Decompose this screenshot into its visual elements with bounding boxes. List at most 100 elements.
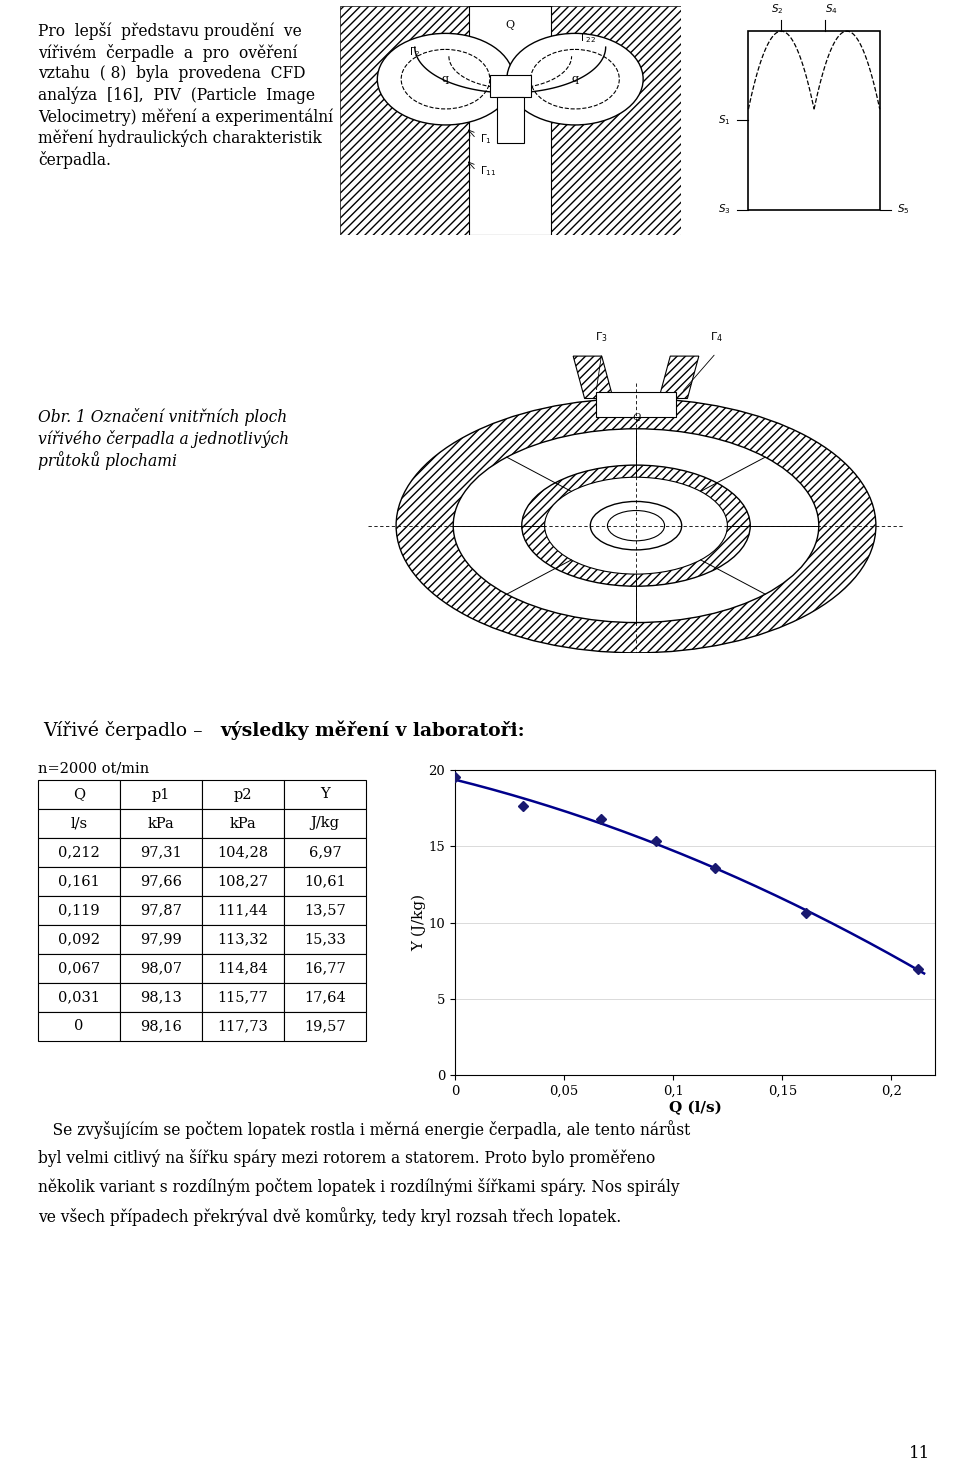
Text: byl velmi citlivý na šířku spáry mezi rotorem a statorem. Proto bylo proměřeno: byl velmi citlivý na šířku spáry mezi ro… — [38, 1149, 656, 1167]
Bar — [284, 809, 366, 837]
Text: vířivém  čerpadle  a  pro  ověření: vířivém čerpadle a pro ověření — [38, 43, 298, 62]
Text: 6,97: 6,97 — [309, 845, 342, 860]
Text: n=2000 ot/min: n=2000 ot/min — [38, 762, 149, 775]
Text: 11: 11 — [909, 1445, 930, 1462]
Text: Velocimetry) měření a experimentální: Velocimetry) měření a experimentální — [38, 108, 333, 126]
Bar — [202, 954, 284, 984]
Text: $S_1$: $S_1$ — [718, 114, 731, 127]
Text: 98,16: 98,16 — [140, 1019, 182, 1034]
Bar — [202, 1012, 284, 1041]
Text: 0,119: 0,119 — [59, 904, 100, 917]
Text: 98,07: 98,07 — [140, 962, 182, 975]
Text: 0,031: 0,031 — [58, 991, 100, 1004]
Text: kPa: kPa — [148, 817, 175, 830]
Text: 0,092: 0,092 — [58, 932, 100, 947]
Text: 16,77: 16,77 — [304, 962, 346, 975]
Bar — [202, 809, 284, 837]
Text: 0,067: 0,067 — [58, 962, 100, 975]
Circle shape — [377, 34, 514, 126]
Bar — [284, 780, 366, 809]
Text: průtoků plochami: průtoků plochami — [38, 450, 177, 470]
Text: 98,13: 98,13 — [140, 991, 182, 1004]
Bar — [120, 837, 202, 867]
Text: čerpadla.: čerpadla. — [38, 151, 111, 168]
Circle shape — [531, 49, 619, 109]
Bar — [120, 954, 202, 984]
Bar — [38, 897, 120, 925]
Text: J/kg: J/kg — [310, 817, 340, 830]
Text: $\Gamma_3$: $\Gamma_3$ — [595, 331, 608, 344]
Bar — [120, 1012, 202, 1041]
Bar — [38, 984, 120, 1012]
Text: Q: Q — [73, 787, 85, 802]
Text: 114,84: 114,84 — [218, 962, 269, 975]
Bar — [202, 925, 284, 954]
Bar — [38, 837, 120, 867]
Text: p1: p1 — [152, 787, 170, 802]
Bar — [284, 954, 366, 984]
Bar — [38, 780, 120, 809]
Text: q: q — [571, 74, 579, 84]
Text: $\Gamma_{11}$: $\Gamma_{11}$ — [480, 164, 496, 177]
Text: 19,57: 19,57 — [304, 1019, 346, 1034]
X-axis label: Q (l/s): Q (l/s) — [668, 1100, 721, 1115]
Bar — [38, 867, 120, 897]
Bar — [496, 97, 524, 143]
Bar — [551, 6, 681, 235]
Y-axis label: Y (J/kg): Y (J/kg) — [411, 894, 425, 951]
Text: 115,77: 115,77 — [218, 991, 269, 1004]
Text: 0,212: 0,212 — [59, 845, 100, 860]
Text: 97,99: 97,99 — [140, 932, 181, 947]
Text: Pro  lepší  představu proudění  ve: Pro lepší představu proudění ve — [38, 22, 301, 40]
Text: q: q — [442, 74, 449, 84]
Text: 10,61: 10,61 — [304, 874, 346, 889]
Text: 0,161: 0,161 — [59, 874, 100, 889]
Bar — [202, 867, 284, 897]
Bar — [340, 6, 469, 235]
Text: několik variant s rozdílným počtem lopatek i rozdílnými šířkami spáry. Nos spirá: několik variant s rozdílným počtem lopat… — [38, 1179, 680, 1196]
Text: Y: Y — [320, 787, 330, 802]
Text: Q: Q — [506, 19, 515, 30]
Text: 15,33: 15,33 — [304, 932, 346, 947]
Text: 97,87: 97,87 — [140, 904, 182, 917]
Circle shape — [608, 511, 664, 541]
Text: analýza  [16],  PIV  (Particle  Image: analýza [16], PIV (Particle Image — [38, 87, 315, 103]
Circle shape — [401, 49, 490, 109]
Bar — [284, 837, 366, 867]
Text: $\Gamma_1$: $\Gamma_1$ — [480, 131, 492, 146]
Bar — [284, 867, 366, 897]
Circle shape — [453, 428, 819, 623]
Text: 113,32: 113,32 — [218, 932, 269, 947]
Bar — [38, 809, 120, 837]
Bar — [469, 131, 551, 235]
Bar — [284, 897, 366, 925]
Bar — [490, 75, 531, 97]
Text: $S_2$: $S_2$ — [771, 1, 783, 16]
Text: 17,64: 17,64 — [304, 991, 346, 1004]
Bar — [38, 925, 120, 954]
Bar — [202, 837, 284, 867]
Text: 97,31: 97,31 — [140, 845, 181, 860]
Circle shape — [507, 34, 643, 126]
Bar — [120, 925, 202, 954]
Bar — [202, 780, 284, 809]
Text: vztahu  ( 8)  byla  provedena  CFD: vztahu ( 8) byla provedena CFD — [38, 65, 305, 83]
Bar — [284, 984, 366, 1012]
Text: měření hydraulických charakteristik: měření hydraulických charakteristik — [38, 130, 322, 148]
Text: $\Gamma_4$: $\Gamma_4$ — [709, 331, 722, 344]
Bar — [202, 897, 284, 925]
Text: Obr. 1 Označení vnitřních ploch: Obr. 1 Označení vnitřních ploch — [38, 408, 287, 425]
Bar — [596, 393, 676, 417]
Text: Se zvyšujícím se počtem lopatek rostla i měrná energie čerpadla, ale tento nárůs: Se zvyšujícím se počtem lopatek rostla i… — [38, 1120, 690, 1139]
Circle shape — [544, 477, 728, 575]
Text: p2: p2 — [233, 787, 252, 802]
Text: $S_3$: $S_3$ — [718, 202, 731, 217]
Text: kPa: kPa — [229, 817, 256, 830]
Bar — [38, 1012, 120, 1041]
Bar — [749, 31, 879, 210]
Text: ve všech případech překrýval dvě komůrky, tedy kryl rozsah třech lopatek.: ve všech případech překrýval dvě komůrky… — [38, 1207, 621, 1226]
Bar — [120, 867, 202, 897]
Bar — [284, 925, 366, 954]
Text: výsledky měření v laboratoři:: výsledky měření v laboratoři: — [220, 719, 524, 740]
Bar — [120, 809, 202, 837]
